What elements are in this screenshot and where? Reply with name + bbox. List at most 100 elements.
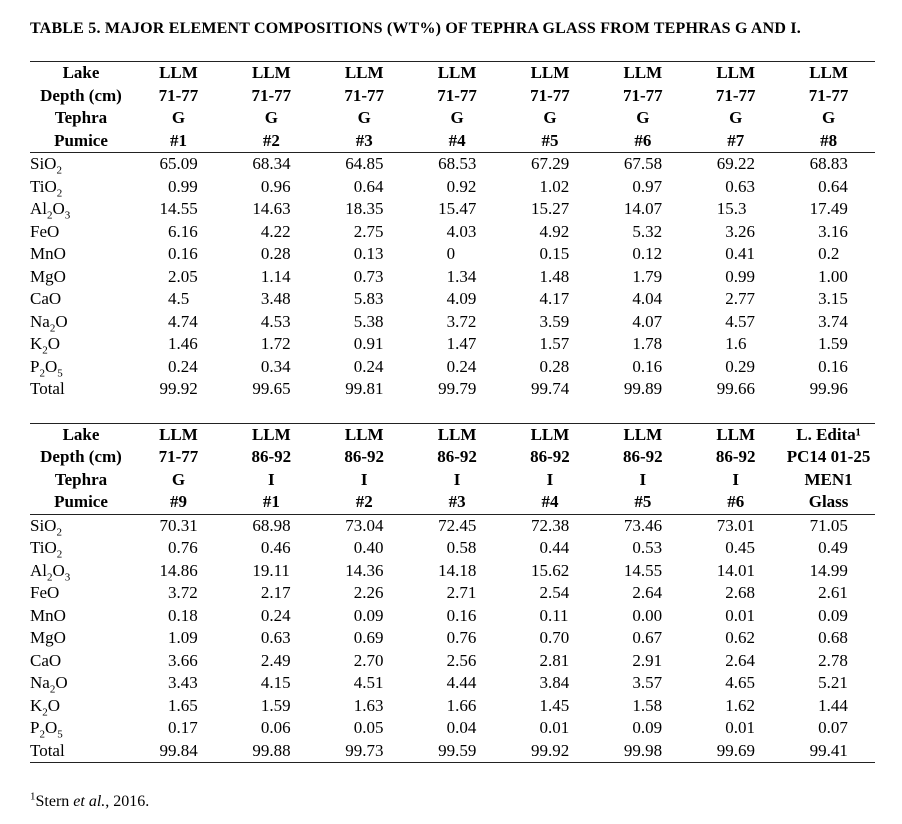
- data-cell: 3.84: [539, 673, 570, 692]
- data-cell: 0.29: [725, 356, 755, 376]
- data-cell: 1.6: [725, 334, 747, 353]
- data-cell: 70.31: [159, 515, 198, 535]
- header-cell: #7: [689, 129, 783, 153]
- data-cell: 0.70: [539, 628, 570, 647]
- data-cell: 2.61: [818, 583, 848, 602]
- header-cell: 86-92: [622, 447, 663, 466]
- footnote-citation-authors: et al.: [73, 793, 106, 810]
- data-cell: 0.49: [818, 538, 848, 557]
- data-cell: 0.41: [725, 244, 755, 263]
- header-cell: #1: [132, 129, 225, 153]
- footnote: 1Stern et al., 2016.: [30, 790, 875, 811]
- data-cell: 18.35: [345, 199, 384, 218]
- row-label: Tephra: [54, 469, 108, 489]
- header-cell: #8: [782, 129, 875, 153]
- data-cell: 68.98: [252, 515, 291, 535]
- data-cell: 4.57: [725, 311, 755, 331]
- row-label: Total: [30, 379, 65, 398]
- data-cell: 69.22: [716, 154, 755, 173]
- data-cell: 0.16: [446, 605, 477, 625]
- data-cell: 0.16: [632, 356, 663, 376]
- header-cell: L. Edita¹: [796, 424, 861, 444]
- header-cell: LLM: [159, 63, 198, 82]
- header-cell: 86-92: [251, 447, 292, 466]
- row-label: Tephra: [54, 108, 108, 127]
- header-cell: 71-77: [437, 85, 477, 105]
- data-cell: 99.89: [623, 379, 663, 398]
- header-cell: 71-77: [715, 85, 756, 105]
- data-cell: 0.16: [167, 244, 198, 263]
- data-cell: 4.17: [539, 289, 570, 308]
- table-row: P2O5 0.24 0.34 0.24 0.24 0.28 0.16 0.29 0.16: [30, 356, 875, 379]
- data-cell: 3.72: [446, 311, 477, 331]
- data-cell: 99.92: [159, 379, 198, 398]
- header-cell: #1: [224, 491, 318, 515]
- data-cell: 2.81: [539, 650, 570, 670]
- data-cell: 6.16: [167, 221, 198, 241]
- data-cell: 99.41: [809, 740, 848, 760]
- row-label: SiO2: [30, 154, 62, 177]
- data-cell: 0.67: [632, 628, 663, 647]
- table-row: MgO 2.05 1.14 0.73 1.34 1.48 1.79 0.99 1.00: [30, 266, 875, 289]
- data-cell: 99.66: [716, 379, 755, 398]
- data-cell: 1.00: [818, 266, 848, 286]
- header-cell: G: [264, 108, 278, 127]
- row-label: TiO2: [30, 176, 63, 199]
- data-cell: 0.62: [725, 628, 755, 647]
- data-cell: 14.99: [809, 560, 848, 580]
- data-cell: 2.75: [353, 221, 384, 241]
- data-cell: 0.97: [632, 176, 663, 196]
- data-cell: 67.29: [530, 154, 570, 173]
- data-cell: 4.5: [167, 289, 190, 308]
- header-row: Depth (cm) 71-77 71-77 71-77 71-77 71-77 71-77…: [30, 85, 875, 108]
- header-cell: I: [453, 469, 461, 489]
- data-cell: 5.32: [632, 221, 663, 241]
- data-cell: 2.78: [818, 650, 848, 670]
- row-label: Lake: [62, 424, 100, 444]
- data-cell: 68.34: [252, 154, 291, 173]
- data-cell: 14.36: [345, 560, 384, 580]
- composition-table-tephra-g: Lake LLM LLM LLM LLM LLM LLM LLM LLM Depth (cm) 71…: [30, 61, 875, 401]
- header-row: Tephra G G G G G G G G: [30, 107, 875, 130]
- data-cell: 2.54: [539, 583, 570, 602]
- data-cell: 1.44: [818, 695, 848, 715]
- data-cell: 14.18: [438, 560, 477, 580]
- data-cell: 0.04: [446, 718, 477, 737]
- data-cell: 0.13: [353, 244, 384, 263]
- header-cell: I: [732, 469, 739, 489]
- header-cell: G: [450, 108, 464, 127]
- header-cell: 71-77: [530, 85, 570, 105]
- data-cell: 0.00: [632, 605, 663, 625]
- header-cell: G: [543, 108, 557, 127]
- table-row: Al2O3 14.55 14.63 18.35 15.47 15.27 14.07 15.3 1…: [30, 198, 875, 221]
- data-cell: 99.65: [252, 379, 291, 398]
- row-label: P2O5: [30, 356, 63, 379]
- row-label: TiO2: [30, 538, 63, 561]
- data-cell: 4.15: [260, 673, 291, 692]
- table-row: K2O 1.65 1.59 1.63 1.66 1.45 1.58 1.62 1.44: [30, 695, 875, 718]
- data-cell: 0.64: [818, 176, 848, 196]
- data-cell: 2.70: [353, 650, 384, 670]
- header-cell: #9: [132, 491, 225, 515]
- data-cell: 1.63: [353, 695, 384, 715]
- footnote-text: , 2016.: [105, 793, 150, 810]
- data-cell: 0: [446, 244, 456, 263]
- header-row: Depth (cm) 71-77 86-92 86-92 86-92 86-92 86-92…: [30, 446, 875, 469]
- data-cell: 1.59: [260, 695, 291, 715]
- table-row: MnO 0.16 0.28 0.13 0 0.15 0.12 0.41 0.2: [30, 243, 875, 266]
- row-label: Depth (cm): [40, 447, 122, 466]
- table-row: TiO2 0.76 0.46 0.40 0.58 0.44 0.53 0.45 0.49: [30, 537, 875, 560]
- data-cell: 4.74: [167, 311, 198, 331]
- data-cell: 2.17: [260, 583, 291, 602]
- header-cell: #3: [410, 491, 504, 515]
- header-cell: LLM: [530, 63, 570, 82]
- data-cell: 5.83: [353, 289, 384, 308]
- data-cell: 4.65: [725, 673, 755, 692]
- data-cell: 4.22: [260, 221, 291, 241]
- footnote-marker: 1: [30, 790, 36, 803]
- row-label: P2O5: [30, 718, 63, 741]
- composition-table-tephra-i: Lake LLM LLM LLM LLM LLM LLM LLM L. Edita¹ Depth …: [30, 422, 875, 763]
- data-cell: 0.63: [725, 176, 755, 196]
- data-cell: 72.45: [438, 515, 477, 535]
- header-row: Pumice #9 #1 #2 #3 #4 #5 #6 Glass: [30, 491, 875, 515]
